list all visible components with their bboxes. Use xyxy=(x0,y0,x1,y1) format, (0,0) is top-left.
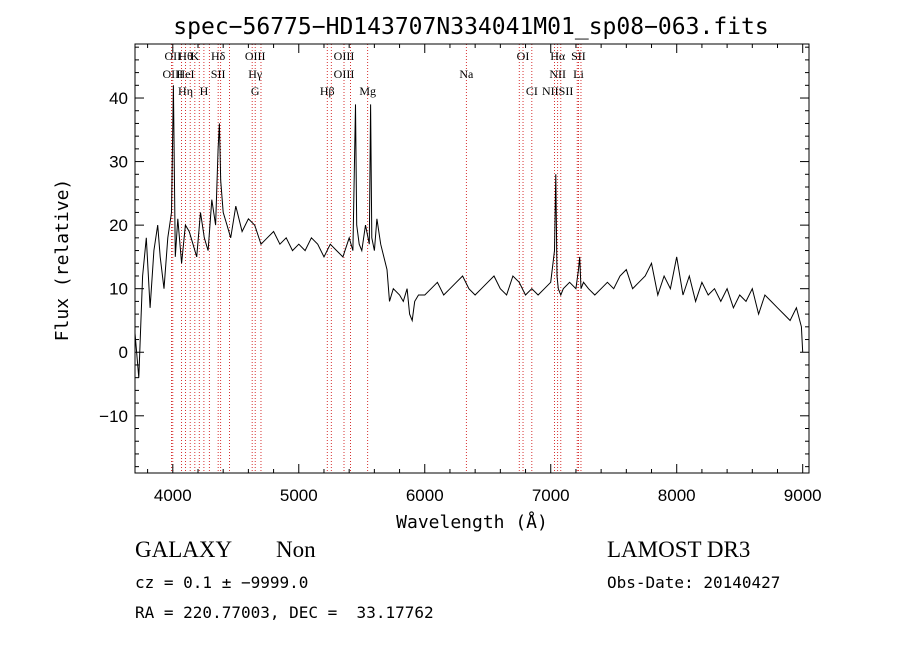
axis-ticks xyxy=(135,44,809,473)
x-tick-label-1: 5000 xyxy=(280,486,318,505)
line-label-1-1: HeI xyxy=(177,67,195,81)
x-tick-label-3: 7000 xyxy=(532,486,570,505)
obs-date: Obs-Date: 20140427 xyxy=(607,573,781,592)
line-label-9-2: Mg xyxy=(359,84,376,98)
line-label-14-1: Li xyxy=(573,67,584,81)
line-label-11-0: OI xyxy=(517,49,530,63)
y-tick-label-2: 10 xyxy=(109,280,128,299)
line-label-4-0: Hδ xyxy=(211,49,226,63)
line-label-6-2: G xyxy=(251,84,260,98)
ra-dec: RA = 220.77003, DEC = 33.17762 xyxy=(135,603,434,622)
emission-line-labels: OII OIII Hθ HeI Hη K H Hδ SII OIII Hγ G Hβ OIII OIII Mg… xyxy=(162,49,585,98)
line-label-0-1: OIII xyxy=(162,67,183,81)
object-class: GALAXY xyxy=(135,537,233,562)
y-axis-label: Flux (relative) xyxy=(52,179,73,342)
plot-frame xyxy=(134,43,810,474)
line-label-13-1: NII xyxy=(549,67,566,81)
redshift-cz: cz = 0.1 ± −9999.0 xyxy=(135,573,309,592)
spectrum-line xyxy=(134,85,804,378)
line-label-3-2: H xyxy=(200,84,209,98)
line-label-14-0: SII xyxy=(571,49,586,63)
object-subclass: Non xyxy=(276,537,316,562)
line-label-4-1: SII xyxy=(211,67,226,81)
line-label-2-0: K xyxy=(191,49,200,63)
emission-line-markers xyxy=(171,44,582,473)
survey-name: LAMOST DR3 xyxy=(607,537,751,562)
chart-title: spec−56775−HD143707N334041M01_sp08−063.f… xyxy=(173,14,768,40)
x-tick-label-5: 9000 xyxy=(784,486,822,505)
x-tick-label-4: 8000 xyxy=(658,486,696,505)
line-label-6-0: OIII xyxy=(245,49,266,63)
line-label-6-1: Hγ xyxy=(248,67,263,81)
line-label-8-1: OIII xyxy=(334,67,355,81)
line-label-12-2: CI xyxy=(526,84,538,98)
x-tick-label-2: 6000 xyxy=(406,486,444,505)
line-label-10-1: Na xyxy=(459,67,474,81)
x-axis-label: Wavelength (Å) xyxy=(396,511,548,533)
line-label-13-2: NIISII xyxy=(542,84,573,98)
x-tick-label-0: 4000 xyxy=(154,486,192,505)
line-label-7-2: Hβ xyxy=(320,84,335,98)
line-label-1-0: Hθ xyxy=(178,49,193,63)
axis-tick-labels: 4000 5000 6000 7000 8000 9000 −10 0 10 20 30 40 xyxy=(99,89,821,505)
y-tick-label-0: −10 xyxy=(99,407,128,426)
line-label-13-0: Hα xyxy=(550,49,566,63)
line-label-8-0: OIII xyxy=(334,49,355,63)
line-label-1-2: Hη xyxy=(178,84,193,98)
y-tick-label-5: 40 xyxy=(109,89,128,108)
y-tick-label-1: 0 xyxy=(119,343,128,362)
y-tick-label-4: 30 xyxy=(109,153,128,172)
line-label-0-0: OII xyxy=(164,49,181,63)
y-tick-label-3: 20 xyxy=(109,216,128,235)
